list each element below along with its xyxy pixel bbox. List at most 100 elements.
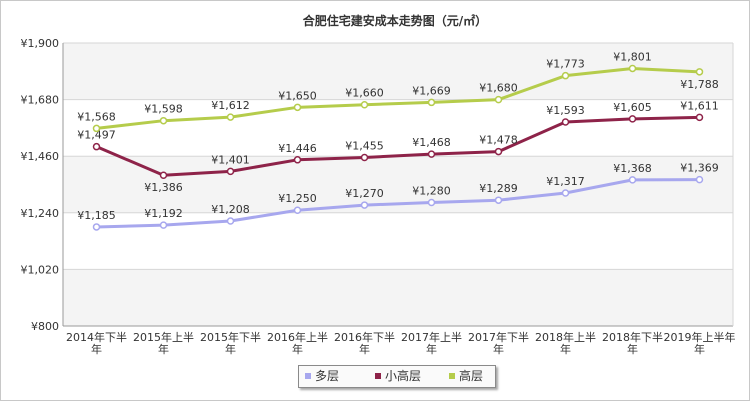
- y-tick-label: ¥1,680: [21, 94, 60, 107]
- grid-band: [63, 269, 733, 326]
- data-point: [360, 100, 369, 109]
- x-tick-label: 2014年下半: [66, 330, 127, 344]
- y-tick-label: ¥1,020: [21, 263, 60, 276]
- data-label: ¥1,801: [613, 50, 652, 63]
- x-tick-label: 2015年上半: [133, 330, 194, 344]
- x-tick-label: 年: [359, 342, 370, 356]
- data-point: [226, 113, 235, 121]
- data-point: [561, 189, 570, 197]
- x-tick-label: 2018年下半: [602, 330, 663, 344]
- data-label: ¥1,468: [412, 136, 451, 149]
- x-tick-label: 2017年上半: [401, 330, 462, 344]
- data-point: [628, 115, 637, 123]
- x-tick-label: 年: [292, 342, 303, 356]
- data-label: ¥1,280: [412, 185, 451, 198]
- data-label: ¥1,369: [680, 162, 719, 175]
- data-point: [92, 124, 101, 133]
- x-tick-label: 年: [627, 342, 638, 356]
- x-tick-label: 年: [158, 342, 169, 356]
- data-point: [561, 71, 570, 80]
- data-label: ¥1,455: [345, 139, 384, 152]
- x-tick-label: 2017年下半: [468, 330, 529, 344]
- legend-label-xiaogaoceng: 小高层: [385, 369, 422, 383]
- data-point: [494, 196, 503, 204]
- x-tick-label: 年: [694, 342, 705, 356]
- data-label: ¥1,612: [211, 99, 250, 112]
- data-label: ¥1,680: [479, 82, 518, 95]
- data-point: [494, 95, 503, 104]
- x-tick-label: 年: [426, 342, 437, 356]
- legend: 多层 小高层 高层: [298, 365, 496, 388]
- data-label: ¥1,497: [77, 129, 116, 142]
- x-tick-label: 年: [91, 342, 102, 356]
- y-tick-label: ¥800: [31, 320, 59, 333]
- data-label: ¥1,192: [144, 207, 183, 220]
- x-tick-label: 年: [560, 342, 571, 356]
- data-point: [226, 217, 235, 225]
- data-label: ¥1,386: [144, 181, 183, 194]
- grid-band: [63, 99, 733, 157]
- plot-area: ¥800 ¥1,020 ¥1,240 ¥1,460 ¥1,680 ¥1,900 2014年下…: [21, 37, 736, 356]
- data-label: ¥1,568: [77, 110, 116, 123]
- data-label: ¥1,650: [278, 89, 317, 102]
- x-tick-label: 年: [225, 342, 236, 356]
- grid-band: [63, 212, 733, 270]
- legend-swatch-xiaogaoceng: [375, 373, 381, 379]
- y-tick-label: ¥1,900: [21, 37, 60, 50]
- data-point: [427, 150, 436, 158]
- data-point: [360, 201, 369, 209]
- data-label: ¥1,660: [345, 87, 384, 100]
- data-label: ¥1,773: [546, 58, 585, 71]
- y-tick-label: ¥1,240: [21, 207, 60, 220]
- y-tick-label: ¥1,460: [21, 150, 60, 163]
- data-point: [427, 98, 436, 107]
- x-tick-label: 年: [493, 342, 504, 356]
- data-point: [360, 153, 369, 162]
- data-label: ¥1,598: [144, 103, 183, 116]
- legend-label-duoceng: 多层: [315, 369, 340, 383]
- data-label: ¥1,788: [680, 78, 719, 91]
- x-tick-label: 2019年上半年: [664, 330, 736, 344]
- data-point: [293, 103, 302, 112]
- x-tick-label: 2018年上半: [535, 330, 596, 344]
- data-label: ¥1,270: [345, 187, 384, 200]
- x-tick-label: 2015年下半: [200, 330, 261, 344]
- x-tick-label: 2016年上半: [267, 330, 328, 344]
- chart-title: 合肥住宅建安成本走势图（元/㎡）: [303, 13, 487, 28]
- data-label: ¥1,368: [613, 162, 652, 175]
- data-point: [293, 156, 302, 164]
- data-label: ¥1,611: [680, 99, 719, 112]
- data-label: ¥1,208: [211, 203, 250, 216]
- data-point: [628, 64, 637, 73]
- data-point: [226, 167, 235, 176]
- series-line-1: [95, 115, 700, 177]
- data-point: [628, 176, 637, 184]
- data-point: [159, 221, 168, 229]
- data-point: [427, 198, 436, 207]
- data-point: [561, 118, 570, 126]
- data-point: [92, 142, 101, 151]
- grid-band: [63, 43, 733, 100]
- data-label: ¥1,605: [613, 101, 652, 114]
- legend-swatch-gaoceng: [449, 373, 455, 379]
- data-label: ¥1,185: [77, 209, 116, 222]
- legend-swatch-duoceng: [305, 373, 311, 379]
- series-line-0: [96, 178, 700, 229]
- series-line-2: [96, 66, 700, 130]
- data-point: [293, 206, 302, 214]
- data-label: ¥1,669: [412, 84, 451, 97]
- data-label: ¥1,446: [278, 142, 317, 155]
- data-point: [159, 116, 168, 125]
- data-label: ¥1,317: [546, 175, 585, 188]
- data-point: [159, 171, 168, 179]
- data-point: [92, 223, 101, 231]
- data-label: ¥1,593: [546, 104, 585, 117]
- data-point: [494, 147, 503, 156]
- data-label: ¥1,289: [479, 182, 518, 195]
- data-label: ¥1,478: [479, 134, 518, 147]
- data-label: ¥1,401: [211, 153, 250, 166]
- legend-label-gaoceng: 高层: [459, 369, 484, 383]
- data-point: [695, 68, 704, 76]
- data-point: [695, 113, 704, 122]
